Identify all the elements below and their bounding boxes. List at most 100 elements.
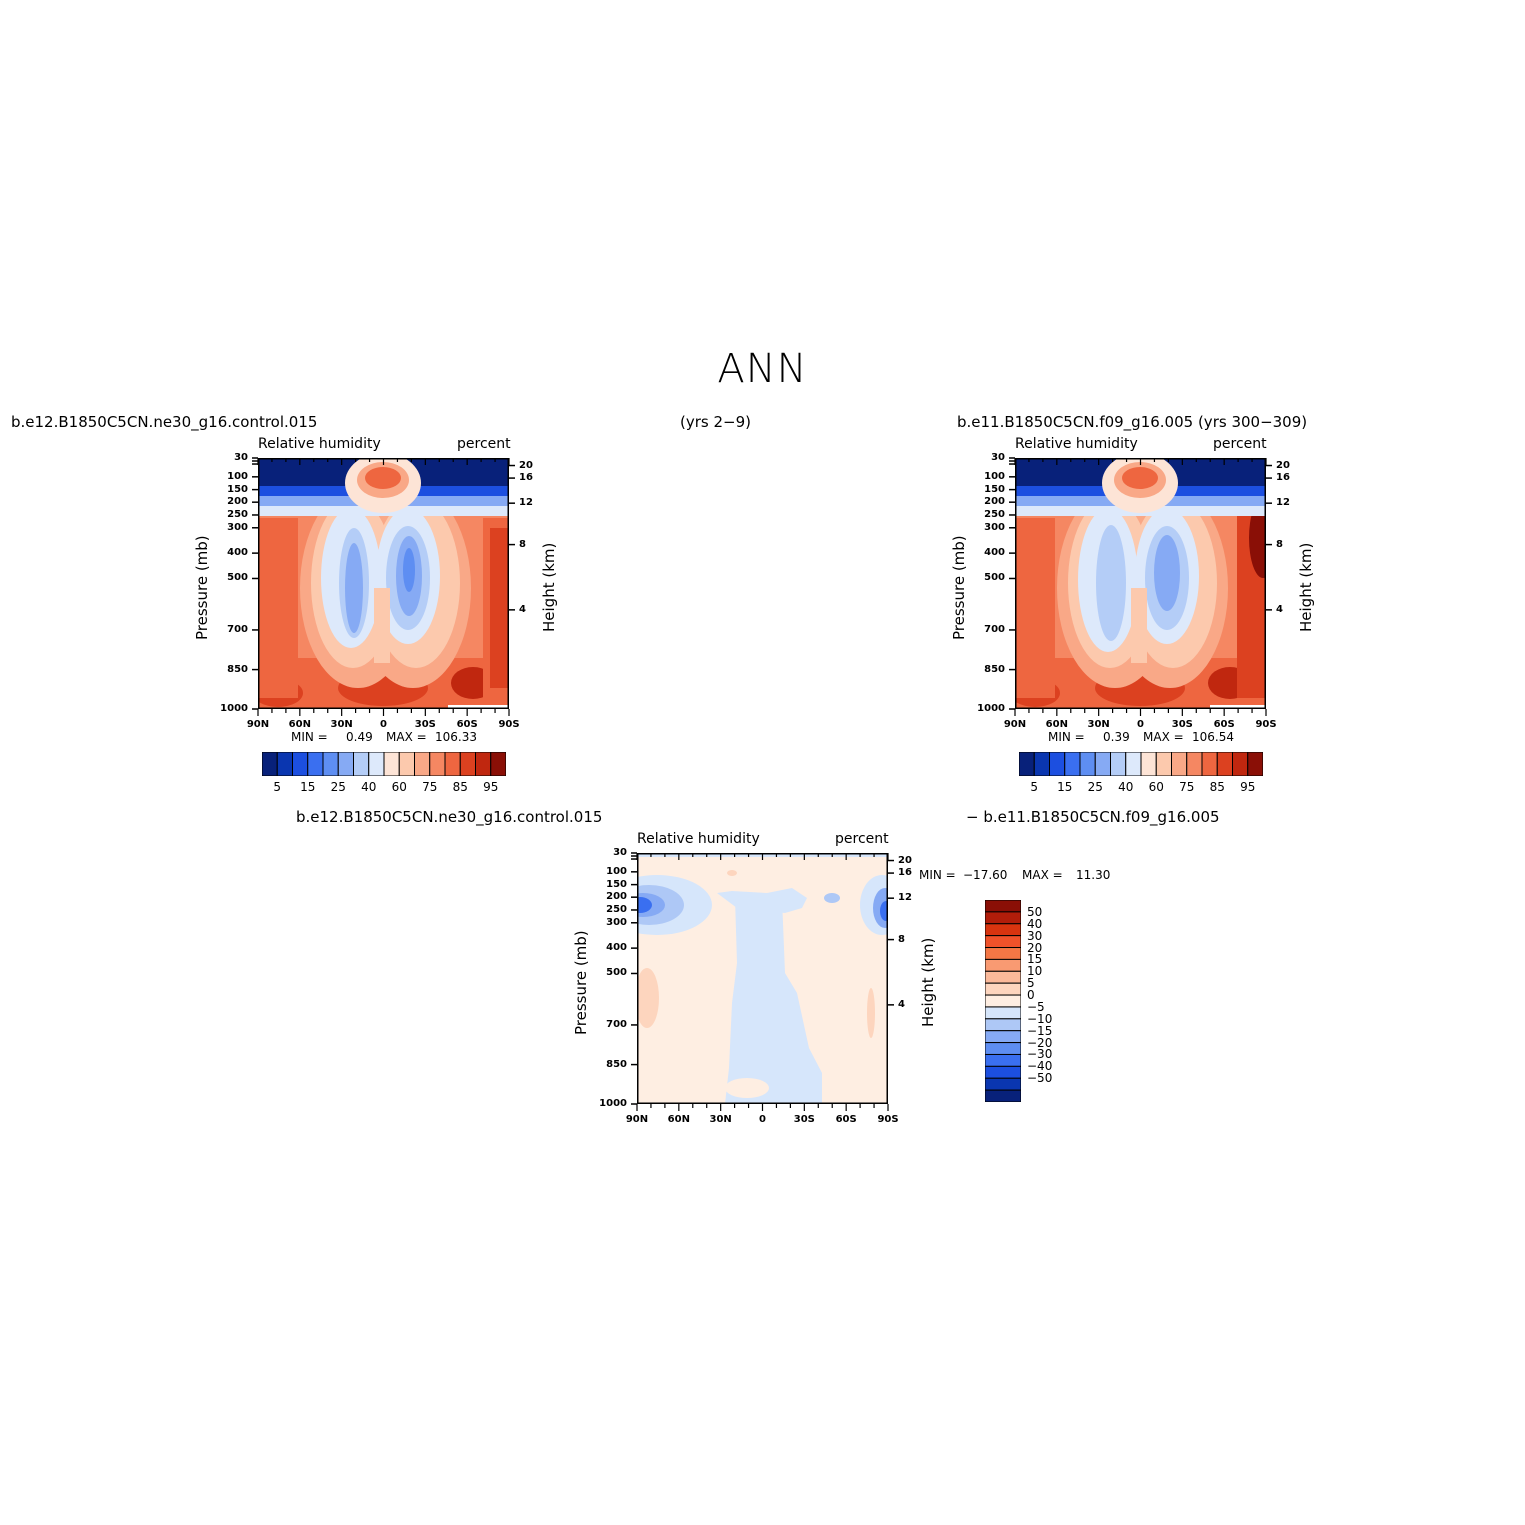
- colorbar-label: 5: [1030, 780, 1039, 794]
- diff-header-left: b.e12.B1850C5CN.ne30_g16.control.015: [296, 808, 603, 826]
- test-units-label: percent: [1213, 436, 1267, 452]
- colorbar-swatch: [985, 1042, 1021, 1055]
- y-tick-label: 250: [227, 508, 248, 520]
- colorbar-label: −30: [1027, 1047, 1053, 1062]
- test-max-value: 106.54: [1192, 730, 1234, 744]
- colorbar-swatch: [1019, 752, 1035, 776]
- diff-min-label: MIN =: [919, 868, 956, 882]
- colorbar-label: 20: [1027, 940, 1043, 955]
- control-max-label: MAX =: [386, 730, 427, 744]
- colorbar-swatch: [1064, 752, 1081, 776]
- rh-contour-15-nh: [345, 543, 363, 633]
- y-tick-label: 150: [984, 483, 1005, 495]
- colorbar-swatch: [1125, 752, 1142, 776]
- colorbar-swatch: [985, 900, 1021, 913]
- colorbar-label: −20: [1027, 1035, 1053, 1050]
- x-tick-label: 90S: [877, 1114, 899, 1125]
- colorbar-swatch: [353, 752, 370, 776]
- colorbar-label: 75: [422, 780, 438, 794]
- x-tick-label: 90N: [1003, 719, 1027, 730]
- colorbar-swatch: [459, 752, 476, 776]
- diff-y2label: Height (km): [919, 937, 937, 1027]
- colorbar-swatch: [1247, 752, 1263, 776]
- missing-data: [1210, 705, 1265, 709]
- rh-contour-15-sh: [1154, 535, 1180, 611]
- y2-tick-label: 16: [519, 472, 533, 484]
- colorbar-label: 15: [300, 780, 316, 794]
- y-tick-label: 100: [984, 470, 1005, 482]
- colorbar-label: 15: [1057, 780, 1073, 794]
- diff-upper-positive: [727, 870, 737, 876]
- y-tick-label: 400: [606, 942, 627, 954]
- colorbar-label: 40: [361, 780, 377, 794]
- rh-ttl-95: [1122, 467, 1158, 489]
- diff-header-right: − b.e11.B1850C5CN.f09_g16.005: [966, 808, 1220, 826]
- control-colorbar: [262, 752, 506, 776]
- colorbar-swatch: [985, 1030, 1021, 1044]
- y-tick-label: 700: [984, 623, 1005, 635]
- y-tick-label: 30: [234, 452, 248, 463]
- colorbar-swatch: [1186, 752, 1203, 776]
- y2-tick-label: 8: [1276, 538, 1283, 550]
- missing-data: [448, 705, 508, 709]
- colorbar-swatch: [985, 1018, 1021, 1032]
- test-ylabel: Pressure (mb): [950, 535, 968, 640]
- colorbar-swatch: [475, 752, 492, 776]
- y-tick-label: 1000: [220, 703, 248, 714]
- diff-sh-positive: [867, 988, 875, 1038]
- colorbar-swatch: [985, 1065, 1021, 1079]
- colorbar-swatch: [429, 752, 446, 776]
- diff-max-label: MAX =: [1022, 868, 1063, 882]
- diff-sh-small-negative: [824, 893, 840, 903]
- colorbar-swatch: [985, 970, 1021, 984]
- colorbar-swatch: [262, 752, 278, 776]
- colorbar-label: 95: [1240, 780, 1256, 794]
- test-min-value: 0.39: [1103, 730, 1130, 744]
- y-tick-label: 400: [984, 547, 1005, 559]
- x-tick-label: 60S: [456, 719, 478, 730]
- control-min-value: 0.49: [346, 730, 373, 744]
- diff-min-value: −17.60: [963, 868, 1008, 882]
- x-tick-label: 90S: [1255, 719, 1277, 730]
- diff-upper-negative: [717, 888, 807, 913]
- control-ylabel: Pressure (mb): [193, 535, 211, 640]
- y-tick-label: 850: [227, 663, 248, 675]
- x-tick-label: 30N: [709, 1114, 732, 1125]
- y-tick-label: 300: [227, 521, 248, 533]
- y2-tick-label: 8: [519, 538, 526, 550]
- colorbar-label: 5: [273, 780, 282, 794]
- y-tick-label: 500: [227, 572, 248, 584]
- colorbar-swatch: [985, 911, 1021, 925]
- colorbar-swatch: [985, 923, 1021, 937]
- colorbar-swatch: [383, 752, 400, 776]
- y-tick-label: 30: [991, 452, 1005, 463]
- colorbar-swatch: [1049, 752, 1066, 776]
- y2-tick-label: 20: [1276, 459, 1290, 471]
- colorbar-swatch: [490, 752, 506, 776]
- colorbar-swatch: [1201, 752, 1218, 776]
- y-tick-label: 500: [606, 967, 627, 979]
- y-tick-label: 850: [984, 663, 1005, 675]
- diff-nh-min: [637, 897, 652, 913]
- colorbar-swatch: [985, 1089, 1021, 1102]
- colorbar-swatch: [1216, 752, 1233, 776]
- y-tick-label: 250: [984, 508, 1005, 520]
- y2-tick-label: 8: [898, 933, 905, 945]
- colorbar-swatch: [398, 752, 415, 776]
- colorbar-swatch: [322, 752, 339, 776]
- colorbar-label: 40: [1027, 916, 1043, 931]
- test-min-label: MIN =: [1048, 730, 1085, 744]
- y2-tick-label: 12: [1276, 497, 1290, 509]
- colorbar-label: −10: [1027, 1011, 1053, 1026]
- x-tick-label: 30N: [1087, 719, 1110, 730]
- y2-tick-label: 12: [898, 892, 912, 904]
- x-tick-label: 30S: [793, 1114, 815, 1125]
- colorbar-swatch: [985, 958, 1021, 972]
- colorbar-swatch: [985, 982, 1021, 996]
- test-y2label: Height (km): [1297, 542, 1315, 632]
- control-y2label: Height (km): [540, 542, 558, 632]
- x-tick-label: 0: [380, 719, 387, 730]
- x-tick-label: 30S: [414, 719, 436, 730]
- y-tick-label: 300: [984, 521, 1005, 533]
- colorbar-label: 5: [1027, 976, 1035, 991]
